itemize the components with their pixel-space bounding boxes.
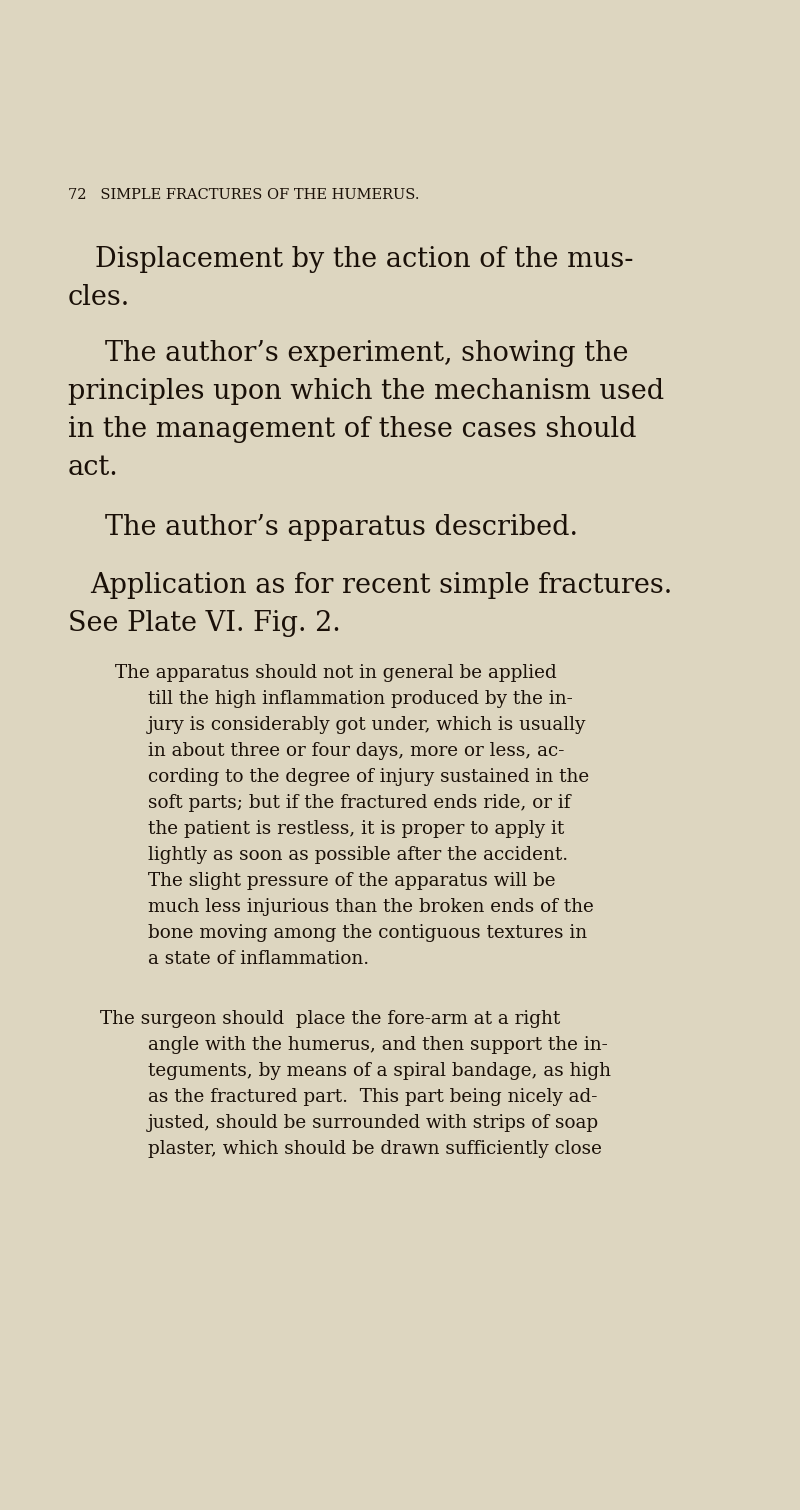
Text: bone moving among the contiguous textures in: bone moving among the contiguous texture… [148, 924, 587, 942]
Text: in about three or four days, more or less, ac-: in about three or four days, more or les… [148, 741, 564, 760]
Text: principles upon which the mechanism used: principles upon which the mechanism used [68, 378, 664, 405]
Text: justed, should be surrounded with strips of soap: justed, should be surrounded with strips… [148, 1114, 599, 1132]
Text: See Plate VI. Fig. 2.: See Plate VI. Fig. 2. [68, 610, 341, 637]
Text: much less injurious than the broken ends of the: much less injurious than the broken ends… [148, 898, 594, 917]
Text: The slight pressure of the apparatus will be: The slight pressure of the apparatus wil… [148, 871, 556, 889]
Text: teguments, by means of a spiral bandage, as high: teguments, by means of a spiral bandage,… [148, 1062, 611, 1080]
Text: act.: act. [68, 455, 118, 482]
Text: The author’s apparatus described.: The author’s apparatus described. [105, 513, 578, 541]
Text: cording to the degree of injury sustained in the: cording to the degree of injury sustaine… [148, 769, 590, 787]
Text: in the management of these cases should: in the management of these cases should [68, 415, 637, 442]
Text: The surgeon should  place the fore-arm at a right: The surgeon should place the fore-arm at… [100, 1010, 560, 1028]
Text: The author’s experiment, showing the: The author’s experiment, showing the [105, 340, 629, 367]
Text: angle with the humerus, and then support the in-: angle with the humerus, and then support… [148, 1036, 608, 1054]
Text: lightly as soon as possible after the accident.: lightly as soon as possible after the ac… [148, 846, 568, 864]
Text: plaster, which should be drawn sufficiently close: plaster, which should be drawn sufficien… [148, 1140, 602, 1158]
Text: Application as for recent simple fractures.: Application as for recent simple fractur… [90, 572, 672, 599]
Text: Displacement by the action of the mus-: Displacement by the action of the mus- [95, 246, 634, 273]
Text: The apparatus should not in general be applied: The apparatus should not in general be a… [115, 664, 557, 683]
Text: cles.: cles. [68, 284, 130, 311]
Text: jury is considerably got under, which is usually: jury is considerably got under, which is… [148, 716, 586, 734]
Text: the patient is restless, it is proper to apply it: the patient is restless, it is proper to… [148, 820, 564, 838]
Text: 72   SIMPLE FRACTURES OF THE HUMERUS.: 72 SIMPLE FRACTURES OF THE HUMERUS. [68, 189, 419, 202]
Text: till the high inflammation produced by the in-: till the high inflammation produced by t… [148, 690, 573, 708]
Text: as the fractured part.  This part being nicely ad-: as the fractured part. This part being n… [148, 1089, 598, 1105]
Text: a state of inflammation.: a state of inflammation. [148, 950, 369, 968]
Text: soft parts; but if the fractured ends ride, or if: soft parts; but if the fractured ends ri… [148, 794, 570, 812]
